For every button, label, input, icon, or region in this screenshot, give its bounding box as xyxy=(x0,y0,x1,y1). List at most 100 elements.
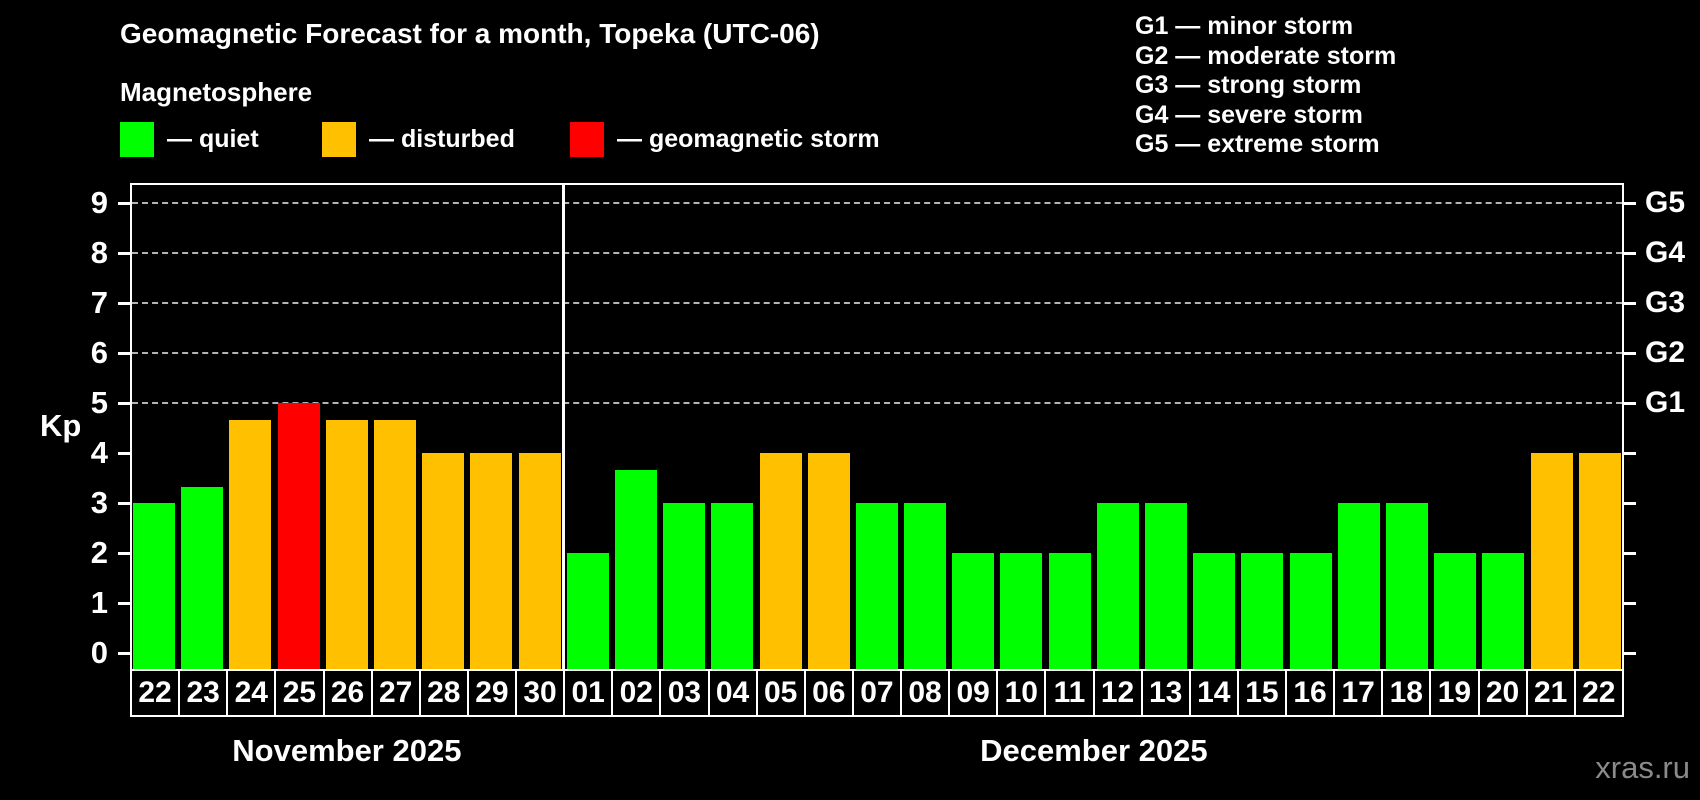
bar-cell-22 xyxy=(130,183,178,669)
month-label-1: November 2025 xyxy=(232,733,462,768)
day-label-02: 02 xyxy=(611,669,662,717)
g-legend-line-3: G3 — strong storm xyxy=(1135,71,1362,100)
plot-frame-left xyxy=(130,183,132,669)
bar-cell-29 xyxy=(467,183,515,669)
kp-bar-december-22 xyxy=(1578,453,1621,669)
day-label-10: 10 xyxy=(996,669,1047,717)
kp-tick-left-8 xyxy=(118,252,130,255)
bar-cell-24 xyxy=(226,183,274,669)
bar-cell-18 xyxy=(1383,183,1431,669)
chart-subtitle: Magnetosphere xyxy=(120,77,313,107)
kp-bar-december-19 xyxy=(1434,553,1477,669)
day-label-08: 08 xyxy=(900,669,951,717)
day-label-24: 24 xyxy=(226,669,277,717)
day-label-07: 07 xyxy=(851,669,902,717)
g-axis-label-g2: G2 xyxy=(1645,336,1686,369)
day-label-21: 21 xyxy=(1525,669,1576,717)
bar-cell-16 xyxy=(1287,183,1335,669)
kp-tick-right-8 xyxy=(1624,252,1636,255)
kp-tick-left-4 xyxy=(118,452,130,455)
watermark: xras.ru xyxy=(1595,750,1690,785)
gridline-kp5 xyxy=(132,402,1622,404)
day-label-13: 13 xyxy=(1140,669,1191,717)
plot-frame-top xyxy=(130,183,1624,185)
g-legend-line-2: G2 — moderate storm xyxy=(1135,41,1397,70)
day-label-06: 06 xyxy=(803,669,854,717)
day-label-22: 22 xyxy=(1573,669,1624,717)
day-label-22: 22 xyxy=(130,669,181,717)
bar-cell-04 xyxy=(708,183,756,669)
legend-item-quiet: — quiet xyxy=(120,121,259,157)
gridline-kp6 xyxy=(132,352,1622,354)
kp-tick-left-2 xyxy=(118,552,130,555)
day-label-19: 19 xyxy=(1429,669,1480,717)
kp-tick-right-1 xyxy=(1624,602,1636,605)
kp-tick-right-0 xyxy=(1624,652,1636,655)
kp-bar-november-22 xyxy=(133,503,176,669)
kp-bar-december-10 xyxy=(1000,553,1043,669)
legend-label-storm: — geomagnetic storm xyxy=(617,124,880,153)
kp-bar-december-09 xyxy=(952,553,995,669)
bar-cell-17 xyxy=(1335,183,1383,669)
day-label-09: 09 xyxy=(948,669,999,717)
legend-item-disturbed: — disturbed xyxy=(322,121,515,157)
bar-cell-06 xyxy=(805,183,853,669)
kp-tick-right-3 xyxy=(1624,502,1636,505)
plot-frame-right xyxy=(1622,183,1624,669)
kp-tick-label-6: 6 xyxy=(90,335,108,370)
kp-tick-left-0 xyxy=(118,652,130,655)
bar-cell-10 xyxy=(997,183,1045,669)
bar-cell-02 xyxy=(612,183,660,669)
kp-tick-right-6 xyxy=(1624,352,1636,355)
kp-bar-december-08 xyxy=(904,503,947,669)
kp-tick-right-4 xyxy=(1624,452,1636,455)
kp-bar-december-07 xyxy=(855,503,898,669)
kp-bar-november-29 xyxy=(470,453,513,669)
day-label-14: 14 xyxy=(1188,669,1239,717)
bar-cell-05 xyxy=(756,183,804,669)
bars-row xyxy=(130,183,1624,669)
kp-bar-december-20 xyxy=(1482,553,1525,669)
g-axis-label-g5: G5 xyxy=(1645,186,1686,219)
bar-cell-27 xyxy=(371,183,419,669)
disturbed-swatch-icon xyxy=(322,121,356,157)
day-axis: 22 23 24 25 26 27 28 29 30 01 02 03 04 05 06 07 08 09 10 11… xyxy=(130,669,1624,717)
kp-bar-november-28 xyxy=(422,453,465,669)
day-label-01: 01 xyxy=(563,669,614,717)
kp-tick-left-6 xyxy=(118,352,130,355)
bar-cell-23 xyxy=(178,183,226,669)
day-label-11: 11 xyxy=(1044,669,1095,717)
kp-bar-december-04 xyxy=(711,503,754,669)
kp-tick-label-8: 8 xyxy=(90,235,108,270)
kp-tick-left-5 xyxy=(118,402,130,405)
kp-bar-december-01 xyxy=(566,553,609,669)
legend-item-storm: — geomagnetic storm xyxy=(570,121,880,157)
day-label-18: 18 xyxy=(1381,669,1432,717)
day-label-20: 20 xyxy=(1477,669,1528,717)
kp-bar-december-03 xyxy=(663,503,706,669)
kp-tick-left-3 xyxy=(118,502,130,505)
storm-swatch-icon xyxy=(570,121,604,157)
bar-cell-08 xyxy=(901,183,949,669)
kp-bar-december-14 xyxy=(1193,553,1236,669)
kp-bar-december-21 xyxy=(1530,453,1573,669)
day-label-16: 16 xyxy=(1285,669,1336,717)
kp-bar-november-25 xyxy=(277,403,320,669)
gridline-kp8 xyxy=(132,252,1622,254)
kp-tick-label-9: 9 xyxy=(90,185,108,220)
g-axis-label-g4: G4 xyxy=(1645,236,1686,269)
day-label-30: 30 xyxy=(515,669,566,717)
g-axis-label-g3: G3 xyxy=(1645,286,1686,319)
legend-label-quiet: — quiet xyxy=(167,124,259,153)
day-label-12: 12 xyxy=(1092,669,1143,717)
kp-bar-december-17 xyxy=(1337,503,1380,669)
chart-title: Geomagnetic Forecast for a month, Topeka… xyxy=(120,18,820,49)
bar-cell-12 xyxy=(1094,183,1142,669)
kp-bar-december-15 xyxy=(1241,553,1284,669)
kp-tick-left-1 xyxy=(118,602,130,605)
month-label-2: December 2025 xyxy=(980,733,1208,768)
kp-bar-december-11 xyxy=(1048,553,1091,669)
plot-area: 0 1 2 3 4 5 6 7 8 9 G1 G2 G3 G4 G5 xyxy=(91,183,1685,669)
bar-cell-07 xyxy=(853,183,901,669)
kp-bar-december-05 xyxy=(759,453,802,669)
